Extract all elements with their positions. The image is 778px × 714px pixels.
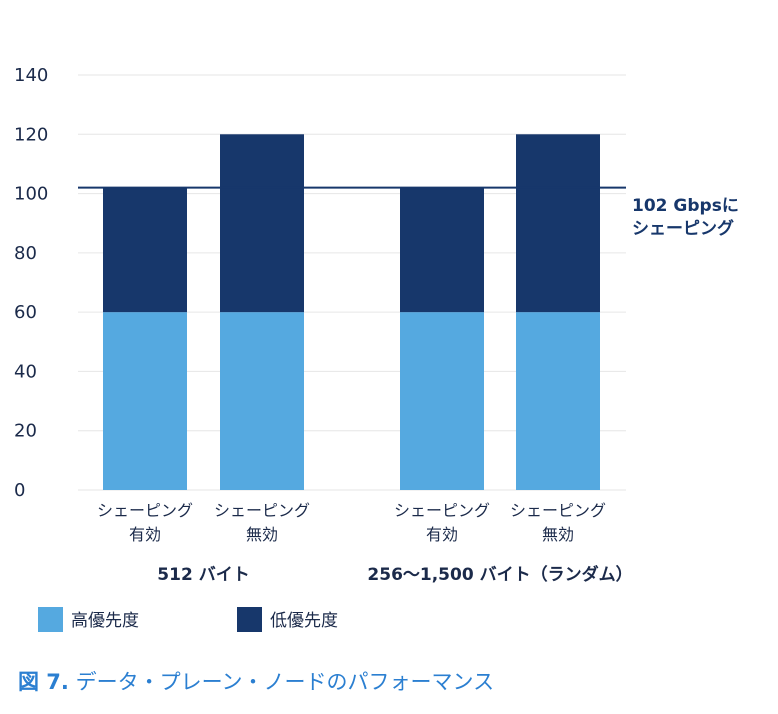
y-tick-label: 100: [14, 184, 48, 205]
caption-text: データ・プレーン・ノードのパフォーマンス: [68, 670, 495, 694]
x-category-sublabel: 有効: [129, 525, 161, 544]
reference-line-label: 102 Gbpsに: [632, 196, 739, 216]
x-category-label: シェーピング: [510, 501, 606, 520]
legend-swatch: [237, 607, 262, 632]
bar-segment: [400, 312, 484, 490]
reference-line-label: シェーピング: [632, 218, 734, 239]
figure-caption: 図 7. データ・プレーン・ノードのパフォーマンス: [18, 666, 494, 696]
legend-swatch: [38, 607, 63, 632]
x-category-label: シェーピング: [394, 501, 490, 520]
bar-segment: [516, 312, 600, 490]
x-category-sublabel: 有効: [426, 525, 458, 544]
y-tick-label: 120: [14, 124, 48, 145]
bar-segment: [220, 134, 304, 313]
x-category-sublabel: 無効: [246, 525, 278, 544]
y-tick-label: 140: [14, 65, 48, 86]
y-tick-label: 40: [14, 361, 37, 382]
group-label: 256～1,500 バイト（ランダム）: [367, 564, 632, 585]
caption-prefix: 図 7.: [18, 670, 69, 694]
legend-label: 高優先度: [71, 611, 139, 631]
legend-label: 低優先度: [270, 611, 338, 631]
bar-segment: [516, 134, 600, 313]
x-category-sublabel: 無効: [542, 525, 574, 544]
y-tick-label: 80: [14, 243, 37, 264]
x-category-label: シェーピング: [97, 501, 193, 520]
y-tick-label: 0: [14, 480, 25, 501]
bar-segment: [103, 312, 187, 490]
bar-segment: [400, 187, 484, 313]
bar-segment: [103, 187, 187, 313]
y-tick-label: 20: [14, 421, 37, 442]
y-tick-label: 60: [14, 302, 37, 323]
group-label: 512 バイト: [157, 565, 249, 585]
bar-segment: [220, 312, 304, 490]
x-category-label: シェーピング: [214, 501, 310, 520]
